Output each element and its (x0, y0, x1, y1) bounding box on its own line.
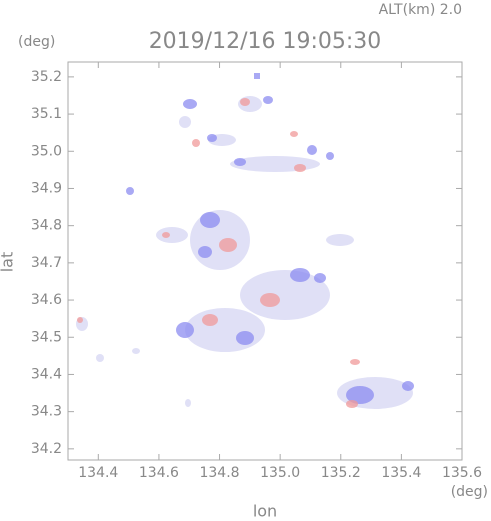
echo (77, 317, 83, 323)
echo (263, 96, 273, 104)
echo (402, 381, 414, 391)
echo (294, 164, 306, 172)
echo (260, 293, 280, 307)
x-tick-label: 135.2 (321, 465, 361, 481)
y-tick-label: 34.5 (31, 329, 62, 345)
echo (96, 354, 104, 362)
echo (176, 322, 194, 338)
echo (290, 131, 298, 137)
x-tick-label: 135.4 (381, 465, 421, 481)
echo (326, 234, 354, 246)
y-unit: (deg) (18, 34, 55, 50)
x-tick-label: 135.6 (442, 465, 482, 481)
y-tick-label: 34.3 (31, 404, 62, 420)
echo (156, 227, 188, 243)
altitude-label: ALT(km) 2.0 (379, 2, 462, 18)
x-tick-label: 134.4 (78, 465, 118, 481)
echo (185, 399, 191, 407)
echo (346, 386, 374, 404)
echo (132, 348, 140, 354)
echo (200, 212, 220, 228)
axes (67, 61, 463, 461)
x-tick-label: 134.8 (199, 465, 239, 481)
plot-frame (67, 61, 463, 461)
y-tick-label: 34.7 (31, 255, 62, 271)
echo (234, 158, 246, 166)
chart-title: 2019/12/16 19:05:30 (149, 29, 382, 54)
echo (183, 99, 197, 109)
y-tick-label: 35.0 (31, 143, 62, 159)
x-tick-label: 134.6 (139, 465, 179, 481)
echo (198, 246, 212, 258)
y-tick-label: 35.2 (31, 69, 62, 85)
echo (314, 273, 326, 283)
echo (307, 145, 317, 155)
echo (162, 232, 170, 238)
echo (350, 359, 360, 365)
y-tick-label: 34.2 (31, 441, 62, 457)
x-unit: (deg) (451, 484, 488, 500)
echo (236, 331, 254, 345)
echo (290, 268, 310, 282)
echoes (76, 73, 414, 409)
echo (240, 98, 250, 106)
y-tick-label: 34.4 (31, 366, 62, 382)
echo (202, 314, 218, 326)
y-axis-label: lat (0, 252, 17, 273)
echo (126, 187, 134, 195)
echo (346, 400, 358, 408)
x-tick-label: 135.0 (260, 465, 300, 481)
echo (219, 238, 237, 252)
echo (185, 308, 265, 352)
x-axis-label: lon (253, 502, 277, 521)
echo (190, 210, 250, 270)
echo (192, 139, 200, 147)
echo (326, 152, 334, 160)
y-tick-label: 34.8 (31, 218, 62, 234)
echo (179, 116, 191, 128)
echo (207, 134, 217, 142)
y-tick-label: 35.1 (31, 106, 62, 122)
y-tick-label: 34.6 (31, 292, 62, 308)
echo (240, 270, 330, 320)
echo (254, 73, 260, 79)
y-tick-label: 34.9 (31, 180, 62, 196)
